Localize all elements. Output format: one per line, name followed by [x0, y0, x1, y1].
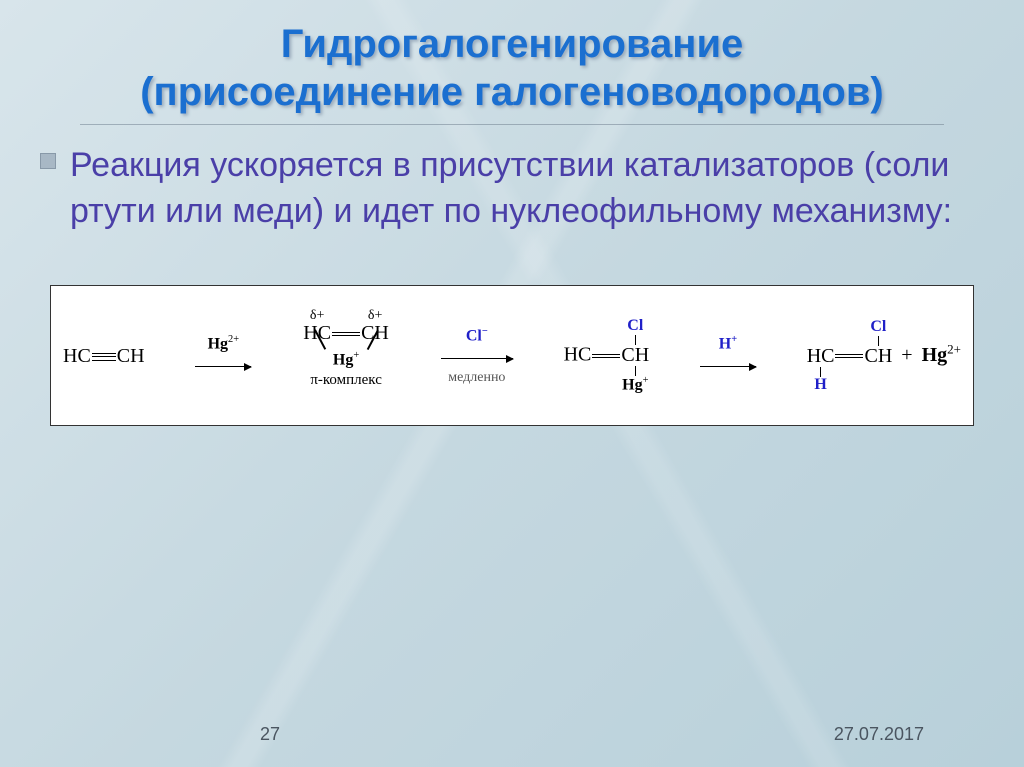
- arrow-1: Hg2+: [195, 335, 251, 377]
- reactant-acetylene: HCCH: [63, 345, 145, 368]
- product-vinylchloride: HC H Cl CH + Hg2+: [807, 319, 961, 394]
- page-number: 27: [260, 724, 280, 745]
- arrow-line-1: [195, 366, 251, 367]
- arrow-line-2: [441, 358, 513, 359]
- reaction-scheme-box: HCCH Hg2+ δ+δ+ HCCH Hg+ π-комплекс: [50, 285, 974, 426]
- double-bond-icon: [835, 354, 863, 358]
- slide-title: Гидрогалогенирование (присоединение гало…: [40, 20, 984, 116]
- body-text-content: Реакция ускоряется в присутствии катализ…: [70, 146, 952, 230]
- title-line-1: Гидрогалогенирование: [281, 22, 744, 66]
- pi-bond-lines-icon: [304, 330, 388, 350]
- arrow-2-sublabel: медленно: [441, 371, 513, 385]
- slide-date: 27.07.2017: [834, 724, 924, 745]
- title-divider: [80, 124, 944, 125]
- reaction-scheme: HCCH Hg2+ δ+δ+ HCCH Hg+ π-комплекс: [63, 308, 961, 405]
- pi-complex-label: π-комплекс: [290, 372, 402, 389]
- intermediate-1: HC Cl CH Hg+: [564, 318, 650, 394]
- hg-regen: Hg2+: [922, 344, 961, 366]
- triple-bond-icon: [92, 353, 116, 361]
- pi-complex: δ+δ+ HCCH Hg+ π-комплекс: [302, 308, 390, 405]
- bullet-icon: [40, 153, 56, 169]
- arrow-line-3: [700, 366, 756, 367]
- title-line-2: (присоединение галогеноводородов): [140, 70, 884, 114]
- double-bond-icon: [592, 354, 620, 358]
- body-paragraph: Реакция ускоряется в присутствии катализ…: [40, 143, 984, 235]
- pi-hg-label: Hg+: [302, 350, 390, 369]
- slide: Гидрогалогенирование (присоединение гало…: [0, 0, 1024, 767]
- slide-footer: 27 27.07.2017: [0, 724, 1024, 745]
- arrow-2: Cl− медленно: [441, 327, 513, 385]
- arrow-3: H+: [700, 335, 756, 377]
